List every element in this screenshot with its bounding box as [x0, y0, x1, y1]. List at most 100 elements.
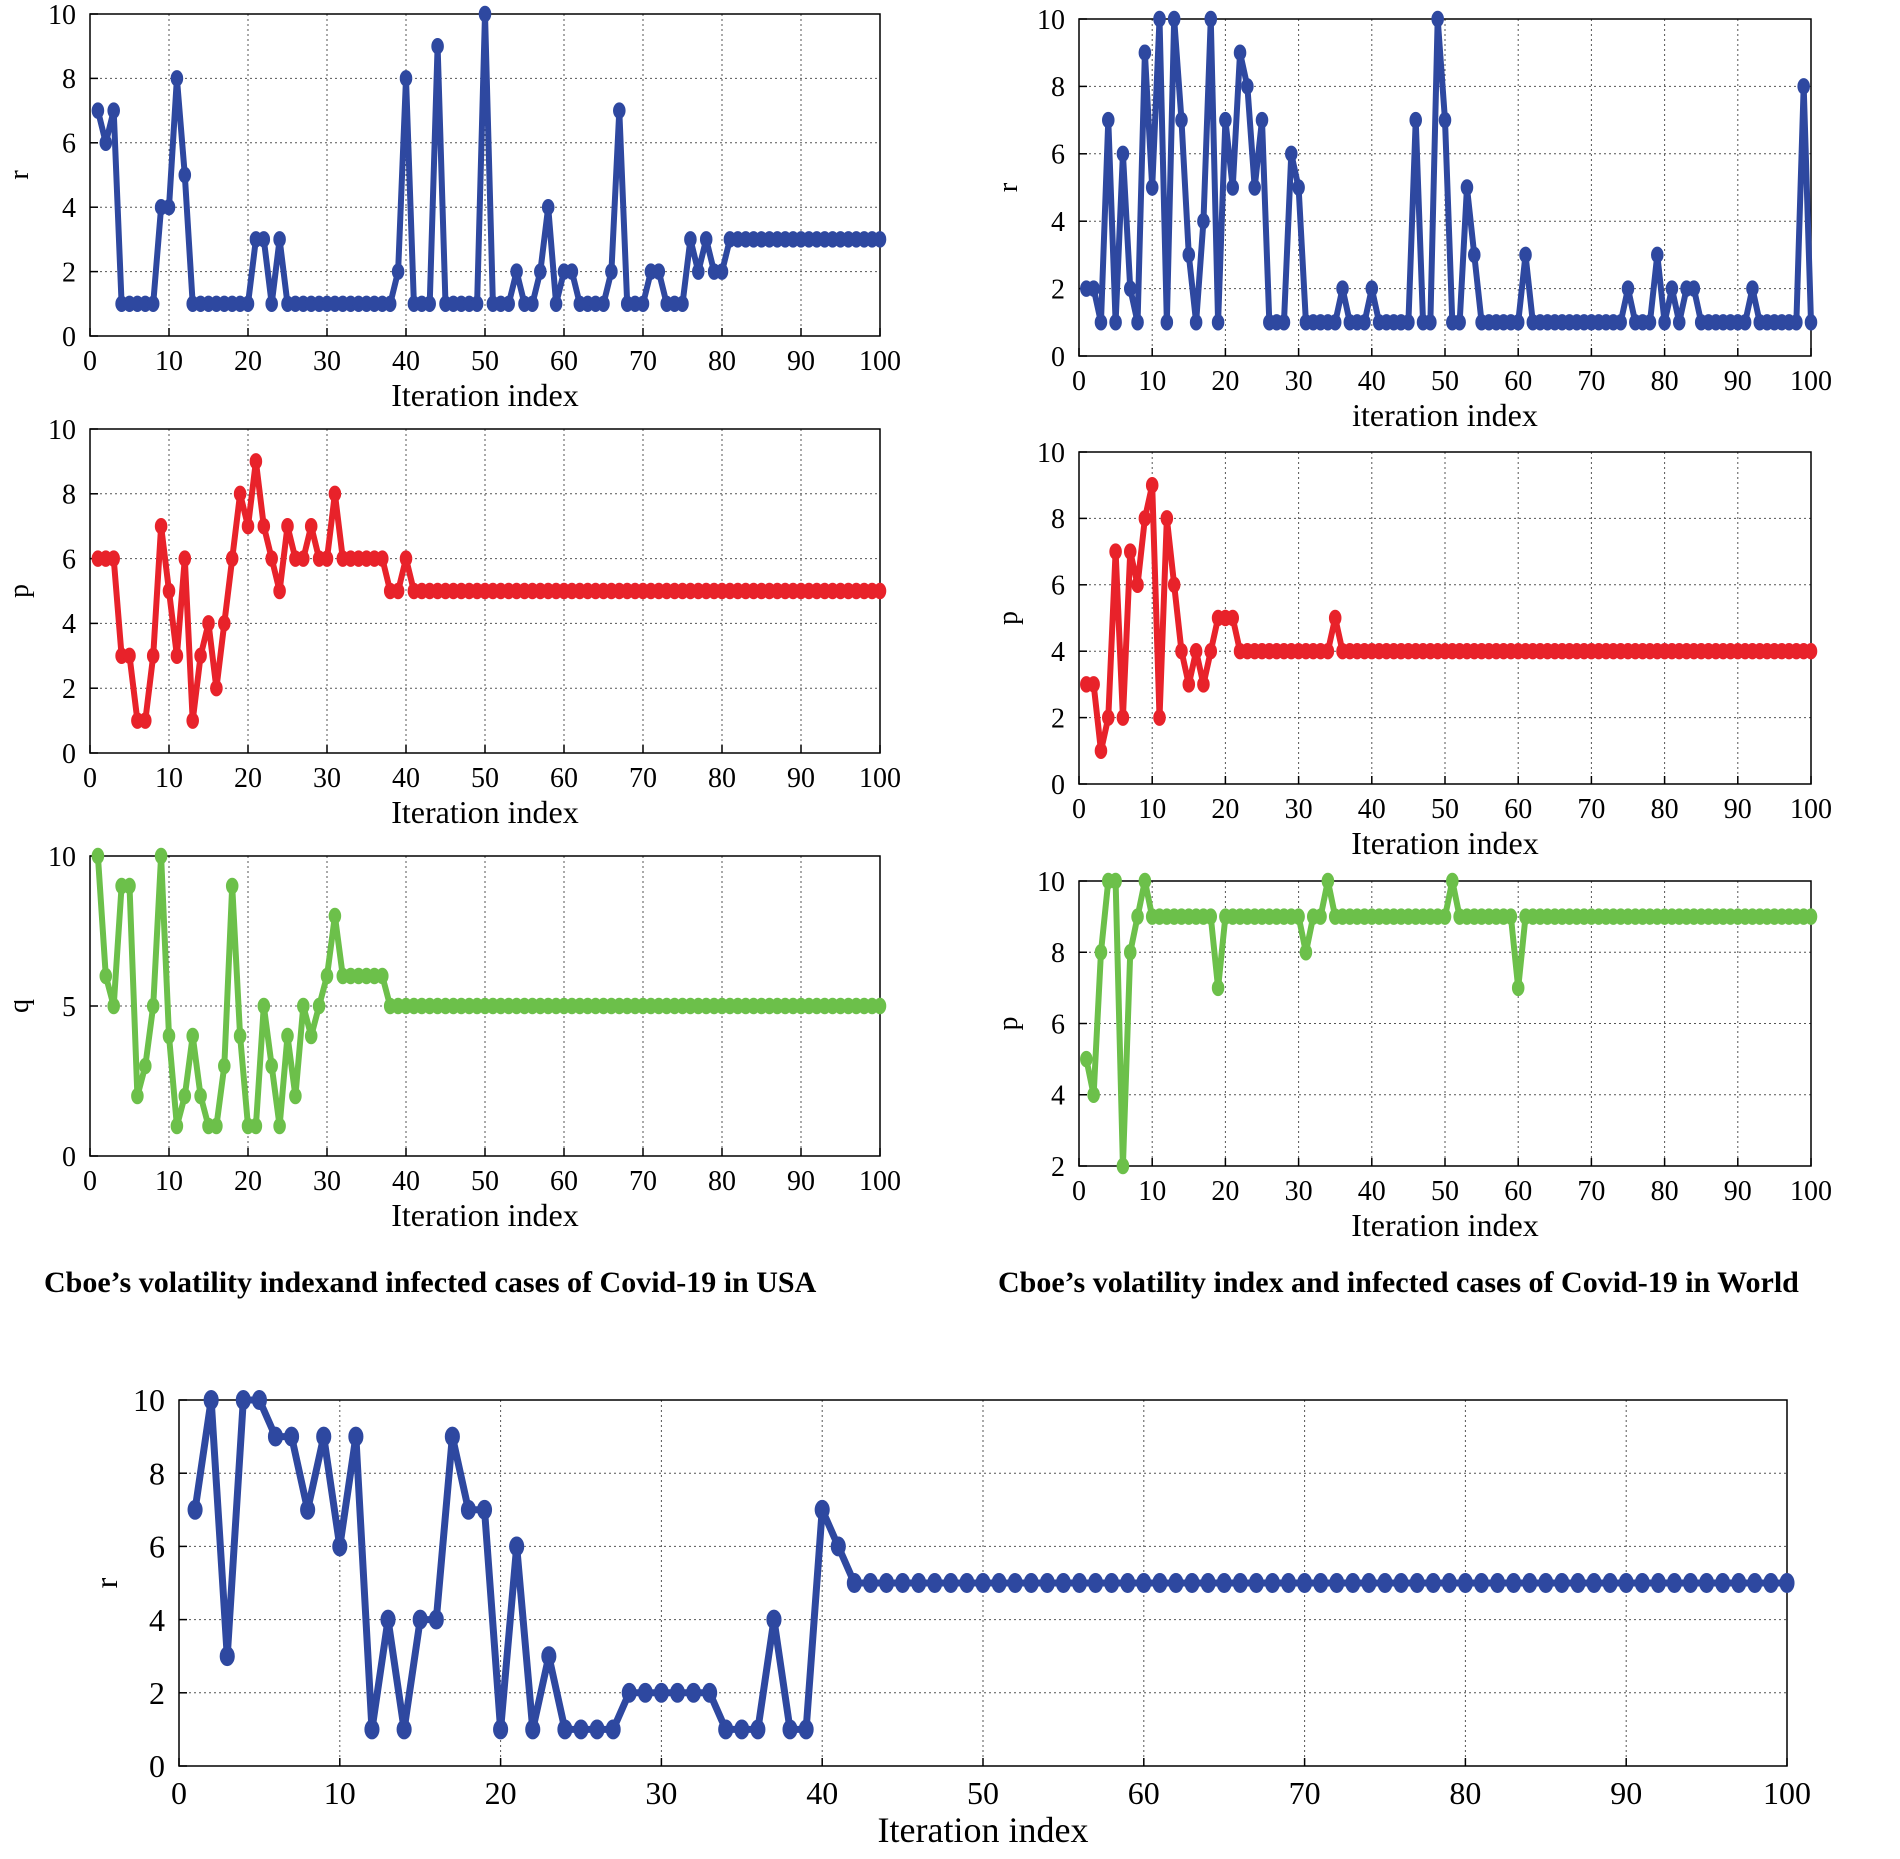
x-tick-label: 70: [1577, 1176, 1605, 1207]
data-point: [873, 582, 887, 600]
data-point: [653, 1682, 669, 1703]
data-point: [1023, 1573, 1039, 1593]
chart-bottom-r: 0 10 20 30 40 50 60 70 80 90 100 0 2 4 6 8 10 Iteration i…: [88, 1382, 1811, 1850]
data-point: [1431, 10, 1444, 28]
y-tick-label: 2: [1051, 274, 1065, 305]
data-point: [1277, 314, 1291, 331]
data-point: [1168, 1573, 1184, 1593]
data-point: [170, 647, 184, 665]
data-point: [1538, 1573, 1554, 1593]
data-point: [249, 453, 263, 470]
data-point: [281, 1027, 294, 1045]
data-point: [1425, 1573, 1441, 1593]
x-axis-label: Iteration index: [391, 794, 578, 830]
data-point: [621, 1682, 637, 1703]
chart-world-q: 0 10 20 30 40 50 60 70 80 90 100 2 4 6 8 10 Iteration in…: [993, 867, 1832, 1243]
data-point: [218, 615, 231, 632]
data-point: [170, 70, 184, 87]
data-point: [1145, 476, 1159, 494]
x-tick-label: 60: [550, 1166, 578, 1197]
data-point: [1182, 246, 1196, 264]
data-point: [873, 231, 887, 248]
data-point: [1321, 872, 1335, 890]
y-tick-label: 8: [62, 64, 76, 95]
data-point: [1255, 111, 1269, 129]
x-tick-label: 80: [1651, 366, 1679, 397]
y-tick-label: 0: [149, 1748, 165, 1784]
x-tick-label: 10: [155, 1166, 183, 1197]
data-point: [1211, 314, 1225, 331]
data-point: [1136, 1573, 1152, 1593]
data-point: [1204, 908, 1218, 925]
x-tick-label: 30: [1285, 366, 1313, 397]
data-point: [873, 997, 887, 1015]
data-point: [99, 134, 113, 152]
data-point: [233, 1027, 247, 1045]
y-tick-label: 0: [1051, 770, 1065, 801]
data-point: [1087, 676, 1100, 693]
data-point: [1409, 1573, 1425, 1593]
x-tick-label: 70: [1577, 794, 1605, 825]
data-point: [1586, 1573, 1602, 1593]
data-point: [1438, 908, 1452, 925]
data-point: [1094, 314, 1108, 331]
x-tick-label: 20: [234, 1166, 262, 1197]
data-point: [975, 1573, 991, 1593]
data-point: [187, 1499, 203, 1520]
x-tick-label: 0: [1072, 366, 1086, 397]
data-point: [1665, 280, 1679, 297]
data-point: [605, 263, 618, 280]
data-point: [565, 263, 579, 280]
data-point: [1699, 1573, 1715, 1593]
data-point: [444, 1426, 460, 1447]
data-point: [1087, 280, 1100, 297]
data-point: [718, 1719, 734, 1740]
data-point: [1715, 1573, 1731, 1593]
data-point: [878, 1573, 895, 1593]
data-point: [146, 647, 160, 665]
data-point: [1377, 1573, 1393, 1593]
series-line: [94, 853, 880, 1129]
data-point: [1007, 1573, 1023, 1593]
x-tick-label: 60: [1128, 1775, 1160, 1811]
data-point: [684, 231, 697, 248]
data-point: [927, 1573, 943, 1593]
data-point: [846, 1573, 862, 1593]
data-point: [391, 263, 405, 280]
data-point: [1039, 1573, 1055, 1593]
y-tick-label: 6: [1051, 140, 1065, 171]
y-tick-label: 0: [62, 322, 76, 353]
data-point: [304, 1027, 318, 1045]
y-tick-label: 4: [62, 609, 76, 640]
data-point: [1328, 609, 1342, 627]
data-point: [265, 295, 278, 313]
data-point: [1216, 1573, 1232, 1593]
x-tick-label: 0: [171, 1775, 187, 1811]
x-tick-label: 100: [1790, 366, 1832, 397]
y-tick-label: 8: [149, 1455, 165, 1491]
data-point: [1123, 543, 1137, 560]
data-point: [202, 615, 215, 632]
y-tick-label: 2: [1051, 1152, 1065, 1183]
x-tick-label: 40: [1358, 366, 1386, 397]
x-tick-label: 0: [1072, 794, 1086, 825]
data-point: [300, 1499, 316, 1520]
x-tick-label: 90: [787, 763, 815, 794]
data-point: [376, 550, 389, 567]
data-point: [273, 231, 286, 248]
x-tick-label: 100: [1790, 794, 1832, 825]
data-point: [541, 1646, 557, 1667]
x-tick-label: 80: [708, 346, 736, 377]
data-point: [798, 1719, 814, 1740]
data-point: [203, 1390, 219, 1410]
data-point: [1102, 111, 1115, 129]
data-point: [107, 997, 120, 1015]
y-tick-label: 2: [149, 1675, 165, 1711]
x-tick-label: 50: [967, 1775, 999, 1811]
x-tick-label: 40: [392, 1166, 420, 1197]
x-tick-label: 100: [859, 763, 901, 794]
data-point: [396, 1719, 412, 1740]
data-point: [1314, 908, 1327, 925]
data-point: [1747, 1573, 1763, 1593]
